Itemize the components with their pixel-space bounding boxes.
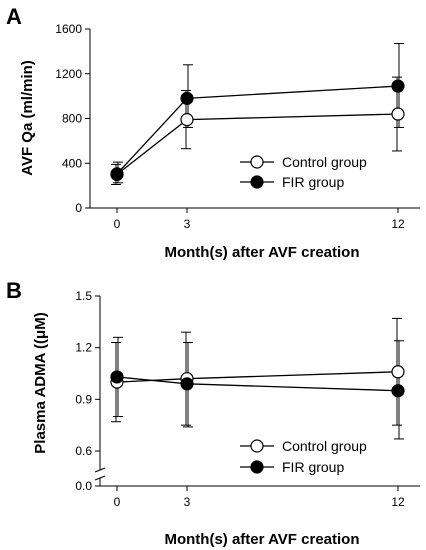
panel-b-axis-break-mark-lower [94, 475, 106, 481]
panel-a-control-group-point [180, 113, 194, 127]
panel-b-plot-area [110, 317, 405, 440]
panel-a-legend-marker-control-group [250, 155, 264, 169]
panel-b-x-tick-label: 3 [184, 495, 191, 509]
panel-a-fir-group-point [180, 91, 194, 105]
panel-a-fir-group-point [391, 79, 405, 93]
panel-a-y-axis-title: AVF Qa (ml/min) [19, 60, 36, 176]
panel-a-chart: A AVF Qa (ml/min) Month(s) after AVF cre… [6, 4, 420, 261]
panel-b-fir-group-point [391, 384, 405, 398]
panel-a-x-axis-title: Month(s) after AVF creation [164, 244, 359, 261]
panel-a-legend: Control group FIR group [240, 154, 367, 190]
panel-a-y-tick-label: 800 [62, 112, 82, 126]
panel-a-y-tick-label: 0 [75, 201, 82, 215]
panel-b-legend: Control group FIR group [240, 438, 367, 475]
panel-a-x-tick-label: 12 [391, 217, 405, 231]
panel-a-plot-area [110, 43, 405, 186]
panel-b-axes: 0.0 0.6 0.9 1.2 1.5 0 3 12 [75, 289, 420, 509]
panel-a-x-tick-label: 0 [114, 217, 121, 231]
panel-b-x-axis-title: Month(s) after AVF creation [164, 531, 359, 548]
panel-b-y-axis-title: Plasma ADMA ((μM) [32, 312, 49, 453]
panel-b-axis-break-mark-upper [94, 467, 106, 473]
panel-b-y-tick-label: 0.6 [75, 444, 92, 458]
panel-b-y-tick-label: 0.0 [75, 479, 92, 493]
panel-a-legend-label-fir-group: FIR group [282, 174, 344, 190]
panel-b-fir-group-line [116, 376, 399, 392]
panel-b-x-tick-label: 12 [391, 495, 405, 509]
panel-b-x-tick-label: 0 [114, 495, 121, 509]
panel-a-control-group-point [391, 107, 405, 121]
panel-b-legend-label-fir-group: FIR group [282, 459, 344, 475]
panel-a-y-tick-label: 1600 [55, 22, 82, 36]
panel-a-x-tick-label: 3 [184, 217, 191, 231]
panel-b-y-tick-label: 1.5 [75, 289, 92, 303]
panel-b-legend-marker-fir-group [250, 460, 264, 474]
panel-a-fir-group-point [110, 167, 124, 181]
panel-b-y-tick-label: 1.2 [75, 341, 92, 355]
panel-b-fir-group-point [180, 377, 194, 391]
panel-a-legend-label-control-group: Control group [282, 154, 367, 170]
panel-b-legend-label-control-group: Control group [282, 438, 367, 454]
panel-b-fir-group-point [110, 370, 124, 384]
panel-b-legend-marker-control-group [250, 439, 264, 453]
panel-b-y-tick-label: 0.9 [75, 392, 92, 406]
panel-a-legend-marker-fir-group [250, 175, 264, 189]
panel-b-chart: B Plasma ADMA ((μM) Month(s) after AVF c… [6, 278, 420, 548]
panel-b-letter: B [6, 278, 22, 303]
panel-a-y-tick-label: 400 [62, 156, 82, 170]
panel-a-y-tick-label: 1200 [55, 67, 82, 81]
panel-a-letter: A [6, 4, 22, 29]
panel-b-control-group-point [391, 365, 405, 379]
panel-a-axes: 0 400 800 1200 1600 0 3 12 [55, 22, 420, 231]
